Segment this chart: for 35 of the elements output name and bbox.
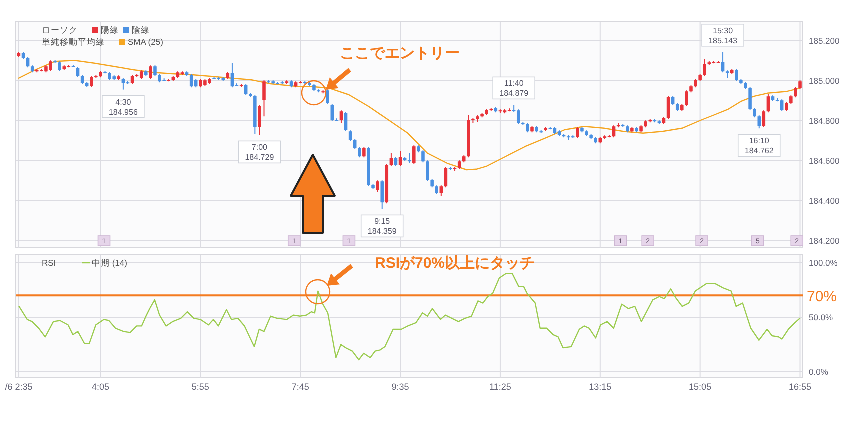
legend-label: 陽線 [101,25,119,35]
x-tick-label: 15:05 [689,382,712,392]
x-tick-label: 7:45 [292,382,310,392]
y-tick-label: 0.0% [809,367,829,378]
y-tick-label: 100.0% [809,258,838,268]
annotation: 4:30 184.956 [108,98,138,117]
legend: RSI 中期 (14) [42,258,128,268]
legend-title: ローソク [42,25,78,35]
y-tick-label: 184.400 [809,196,840,206]
annotation: 11:40 184.879 [500,79,530,98]
x-tick-label: 13:15 [589,382,612,392]
annotation: 15:30 185.143 [708,26,738,46]
x-tick-label: /6 2:35 [5,382,33,392]
x-tick-label: 16:55 [788,382,812,392]
x-tick-label: 11:25 [490,382,512,392]
annotation: ここでエントリー [340,45,460,62]
y-tick-label: 184.600 [809,156,840,166]
x-tick-label: 9:35 [392,382,410,392]
x-tick-label: 4:05 [92,382,110,392]
legend-label: SMA (25) [128,37,164,47]
y-tick-label: 185.000 [809,76,840,86]
legend-label: 陰線 [132,25,150,35]
legend-title: RSI [42,258,56,268]
annotation: RSIが70%以上にタッチ [374,255,536,272]
annotation: 7:00 184.729 [245,143,275,162]
y-tick-label: 50.0% [809,312,834,322]
legend-label: 中期 (14) [92,258,128,268]
annotation: 9:15 184.359 [368,217,398,236]
y-tick-label: 184.800 [809,116,840,126]
ref-line-label: 70% [807,288,838,306]
x-tick-label: 5:55 [192,382,210,392]
annotation: 16:10 184.762 [744,136,774,156]
y-tick-label: 184.200 [809,236,840,246]
y-tick-label: 185.200 [809,36,840,46]
annotation: 単純移動平均線 [42,37,105,47]
